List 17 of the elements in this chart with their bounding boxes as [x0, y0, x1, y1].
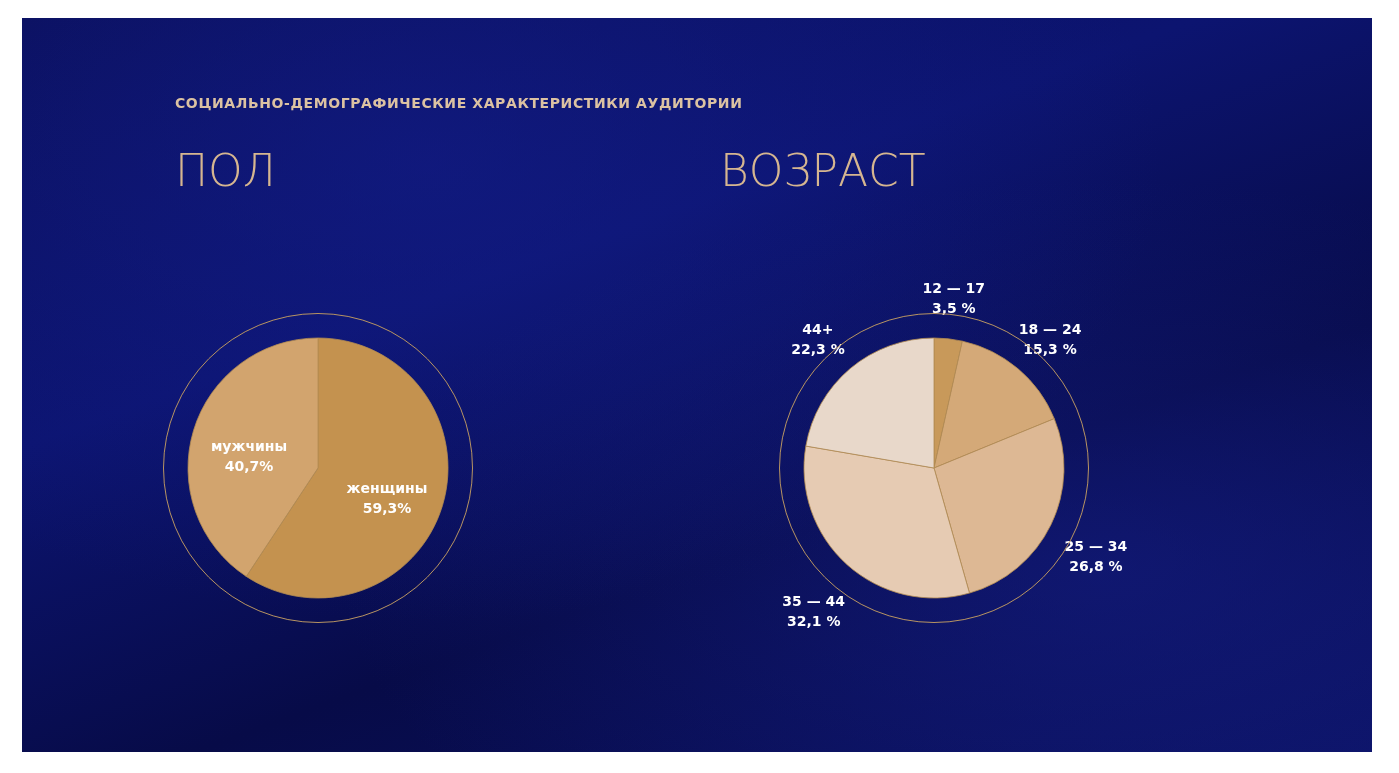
chart-title: ВОЗРАСТ — [720, 144, 926, 195]
text: СОЦИАЛЬНО-ДЕМОГРАФИЧЕСКИЕ ХАРАКТЕРИСТИКИ АУДИТОРИИ — [175, 95, 743, 111]
data-label: 15,3 % — [1023, 340, 1077, 357]
slice-label: 18 — 24 — [1018, 320, 1082, 337]
data-label: 40,7% — [224, 457, 274, 474]
data-label: 3,5 % — [931, 299, 976, 316]
slice-label: мужчины — [210, 437, 288, 454]
chart-title: ПОЛ — [175, 144, 276, 196]
slice-label: женщины — [346, 479, 428, 496]
data-label: 32,1 % — [786, 612, 841, 629]
slice-label: 25 — 34 — [1064, 537, 1128, 554]
slice-label: 12 — 17 — [922, 279, 986, 296]
slice-label: 35 — 44 — [782, 592, 846, 609]
data-label: 22,3 % — [791, 340, 845, 357]
data-label: 26,8 % — [1069, 557, 1123, 574]
slice-label: 44+ — [802, 320, 834, 337]
data-label: 59,3% — [362, 499, 412, 516]
